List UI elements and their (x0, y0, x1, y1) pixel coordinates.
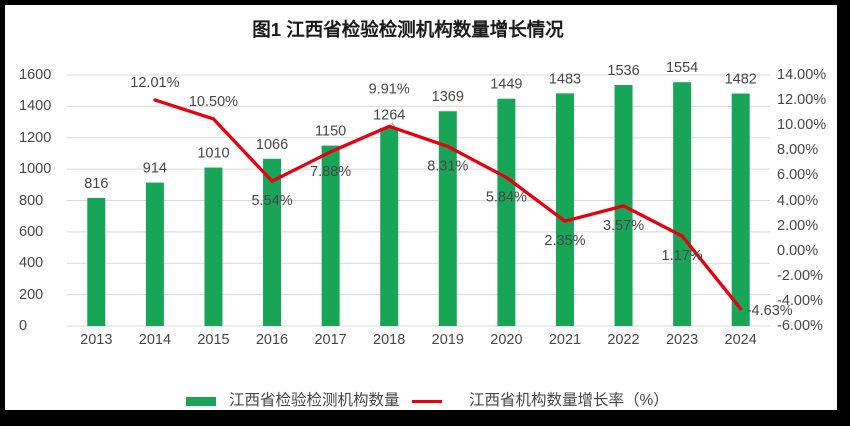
svg-text:3.57%: 3.57% (603, 218, 644, 234)
svg-text:7.88%: 7.88% (310, 164, 351, 180)
svg-text:1536: 1536 (607, 63, 639, 79)
svg-text:1264: 1264 (373, 108, 405, 124)
svg-text:10.50%: 10.50% (189, 94, 238, 110)
svg-text:12.01%: 12.01% (130, 75, 179, 91)
svg-text:9.91%: 9.91% (369, 81, 410, 97)
svg-text:8.31%: 8.31% (427, 158, 468, 174)
svg-text:914: 914 (143, 161, 167, 177)
svg-text:1150: 1150 (315, 124, 346, 140)
svg-text:1449: 1449 (490, 77, 522, 93)
svg-text:816: 816 (84, 176, 108, 192)
svg-text:1.17%: 1.17% (662, 248, 703, 264)
svg-text:1482: 1482 (725, 72, 757, 88)
svg-text:1066: 1066 (256, 137, 288, 153)
svg-text:5.84%: 5.84% (486, 189, 527, 205)
svg-text:1010: 1010 (197, 146, 229, 162)
svg-text:5.54%: 5.54% (251, 193, 292, 209)
svg-text:1369: 1369 (432, 89, 464, 105)
svg-text:1554: 1554 (666, 60, 698, 76)
svg-text:2.35%: 2.35% (544, 233, 585, 249)
svg-text:1483: 1483 (549, 71, 581, 87)
